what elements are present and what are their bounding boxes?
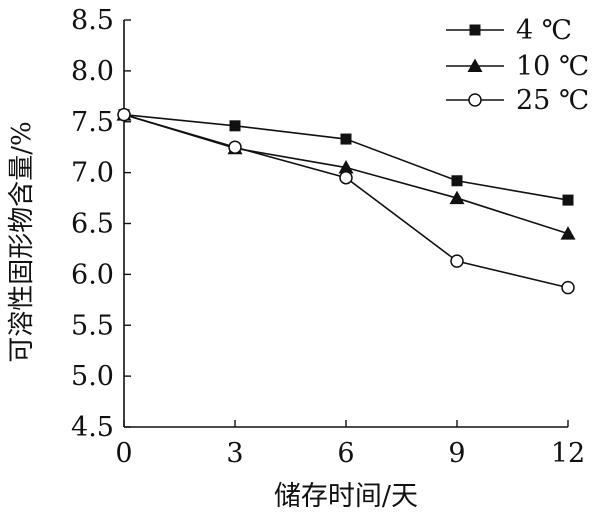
- x-tick-label: 0: [115, 438, 132, 469]
- y-axis-label: 可溶性固形物含量/%: [7, 121, 37, 362]
- legend-marker: [468, 93, 482, 107]
- data-point: [229, 120, 241, 132]
- y-tick-label: 5.5: [71, 310, 114, 341]
- x-tick-label: 9: [448, 438, 465, 469]
- series-layer: [116, 107, 576, 295]
- series-line: [123, 113, 569, 201]
- y-tick-label: 6.0: [71, 259, 114, 290]
- legend-item: 10 ℃: [446, 51, 589, 82]
- data-point: [562, 194, 574, 206]
- x-tick-label: 6: [337, 438, 354, 469]
- y-tick-label: 7.5: [71, 107, 114, 138]
- legend-marker: [469, 24, 481, 36]
- data-point: [340, 133, 352, 145]
- x-tick-label: 3: [226, 438, 243, 469]
- data-point: [560, 226, 576, 240]
- axes: 4.5 5.0 5.5 6.0 6.5 7.0 7.5 8.0 8.5 0 3 6 9 12: [71, 5, 585, 469]
- data-point: [561, 280, 575, 295]
- data-point: [339, 170, 353, 185]
- legend-label: 10 ℃: [516, 51, 589, 82]
- data-point: [338, 160, 354, 174]
- y-tick-label: 7.0: [71, 158, 114, 189]
- y-tick-label: 4.5: [71, 412, 114, 443]
- y-tick-label: 8.5: [71, 5, 114, 36]
- legend-item: 25 ℃: [446, 85, 589, 116]
- x-tick-label: 12: [551, 438, 585, 469]
- legend: 4 ℃ 10 ℃25 ℃: [446, 15, 589, 116]
- legend-marker: [467, 58, 483, 72]
- legend-label: 25 ℃: [516, 85, 589, 116]
- legend-label: 4 ℃: [516, 15, 572, 46]
- data-point: [117, 107, 131, 122]
- data-point: [228, 140, 242, 154]
- legend-item: 4 ℃: [446, 15, 572, 46]
- series-square: [118, 109, 574, 206]
- data-point: [449, 190, 465, 205]
- y-tick-label: 5.0: [71, 361, 114, 392]
- x-axis-label: 储存时间/天: [274, 481, 418, 512]
- y-tick-label: 6.5: [71, 209, 114, 240]
- series-circle: [117, 107, 575, 295]
- data-point: [451, 175, 463, 187]
- y-tick-label: 8.0: [71, 56, 114, 87]
- data-point: [450, 254, 464, 268]
